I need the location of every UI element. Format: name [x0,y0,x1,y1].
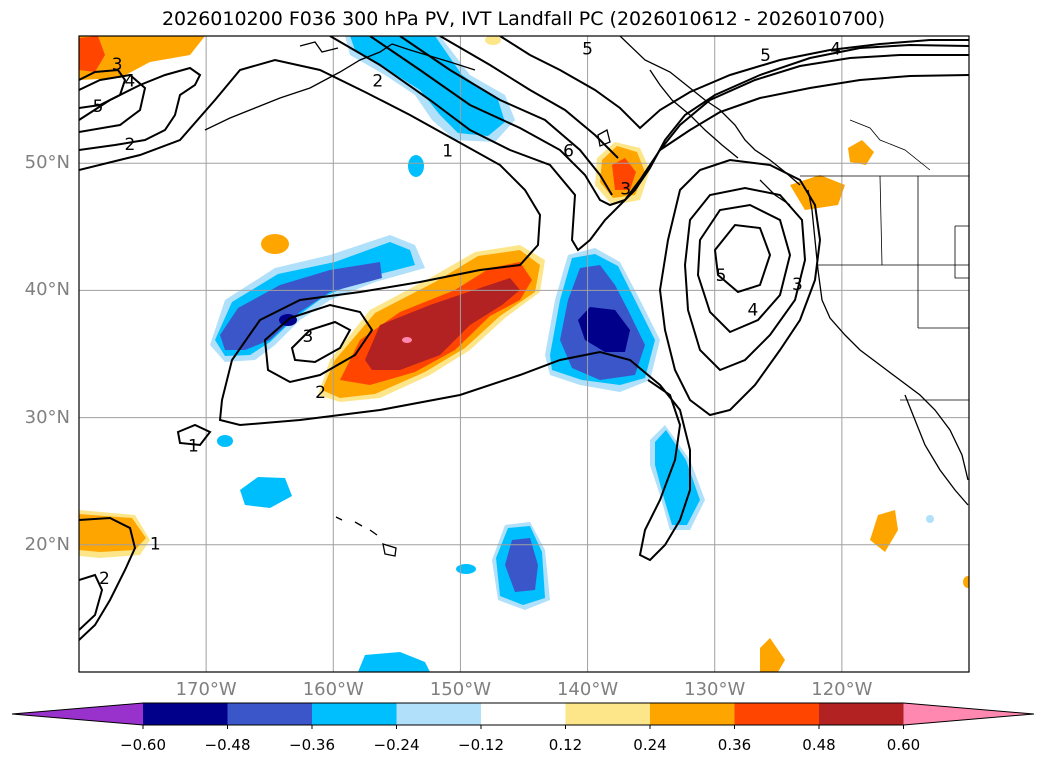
contour-label: 1 [188,437,199,457]
contour-label: 5 [582,40,593,60]
contour-label: 1 [150,535,161,555]
latitude-tick-label: 50°N [24,152,70,174]
colorbar-tick-label: 0.48 [802,736,836,754]
contour-label: 3 [620,180,631,200]
colorbar-segment [396,703,482,725]
colorbar-tick-label: 0.24 [633,736,667,754]
colorbar-segment [650,703,735,725]
positive-anomaly-nw [79,36,205,80]
contour-label: 2 [99,569,110,589]
contour-label: 4 [124,72,135,92]
contour-label: 5 [760,46,771,66]
contour-label: 3 [792,275,803,295]
longitude-tick-label: 160°W [302,679,364,700]
colorbar-segment [481,703,566,725]
contour-label: 4 [747,300,758,320]
colorbar-tick-label: −0.60 [120,736,166,754]
contour-label: 4 [830,40,841,60]
colorbar-segment [819,703,904,725]
contour-label: 5 [716,266,727,286]
map-frame [78,35,970,673]
latitude-tick-label: 30°N [24,406,70,428]
latitude-tick-label: 20°N [24,533,70,555]
latitude-tick-label: 40°N [24,279,70,301]
contour-label: 2 [372,72,383,92]
contour-label: 2 [124,135,135,155]
colorbar-tick-label: −0.48 [204,736,251,754]
colorbar-tick-label: 0.12 [548,736,583,754]
contour-label: 2 [315,383,326,403]
colorbar-segment [143,703,228,725]
colorbar-tick-label: −0.24 [373,736,420,754]
colorbar-tick-label: −0.36 [289,736,335,754]
ivt-shading [79,36,969,672]
colorbar-segment [227,703,313,725]
colorbar-tick-label: 0.60 [886,736,921,754]
contour-label: 3 [112,55,123,75]
colorbar-segment [734,703,820,725]
colorbar-extend-min [12,703,143,725]
political-borders [800,119,969,401]
coastlines [204,36,969,557]
ivt-colorbar [11,702,1035,729]
contour-label: 6 [563,141,574,161]
longitude-tick-label: 120°W [811,679,873,700]
pv-contours [79,36,969,641]
longitude-tick-label: 170°W [175,679,237,700]
colorbar-tick-label: −0.12 [458,736,504,754]
contour-label: 3 [302,327,313,347]
map-title: 2026010200 F036 300 hPa PV, IVT Landfall… [161,8,886,30]
colorbar-extend-max [903,703,1034,725]
colorbar-segment [312,703,397,725]
colorbar-segment [565,703,651,725]
colorbar-tick-label: 0.36 [717,736,752,754]
longitude-tick-label: 150°W [429,679,491,700]
longitude-tick-label: 140°W [556,679,619,700]
contour-label: 1 [442,141,453,161]
longitude-tick-label: 130°W [684,679,746,700]
contour-label: 5 [93,97,104,117]
